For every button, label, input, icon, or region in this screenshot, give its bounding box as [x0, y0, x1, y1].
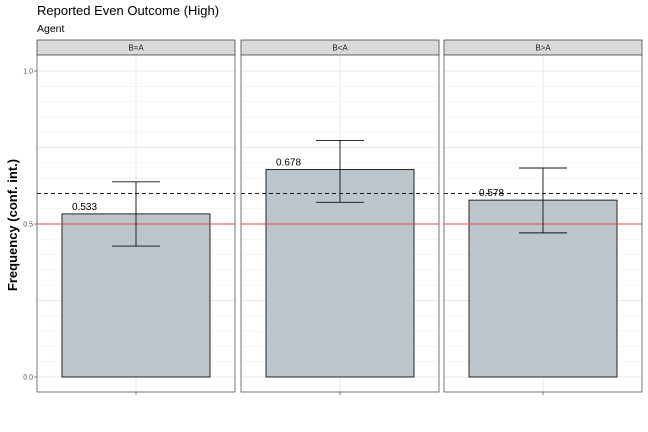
y-tick-label: 1.0	[23, 69, 33, 76]
facet-label: B=A	[128, 44, 144, 53]
facet-panel: B=A 0.533	[36, 39, 236, 395]
chart-subtitle: Agent	[37, 23, 65, 35]
data-label: 0.578	[479, 188, 504, 199]
facet-label: B<A	[332, 44, 348, 53]
y-axis-title: Frequency (conf. int.)	[5, 159, 20, 291]
bar	[265, 169, 415, 378]
data-label: 0.533	[72, 202, 97, 213]
facet-panel: B>A 0.578	[443, 39, 643, 395]
y-tick-labels: 0.0 0.5 1.0	[23, 69, 37, 382]
facet-label: B>A	[535, 44, 551, 53]
chart-title: Reported Even Outcome (High)	[37, 3, 219, 18]
y-tick-label: 0.0	[23, 375, 33, 382]
facet-panels: B=A 0.533 B<A 0.678 B>A 0.578	[36, 39, 643, 395]
y-tick-label: 0.5	[23, 222, 33, 229]
data-label: 0.678	[276, 158, 301, 169]
facet-panel: B<A 0.678	[240, 39, 440, 395]
